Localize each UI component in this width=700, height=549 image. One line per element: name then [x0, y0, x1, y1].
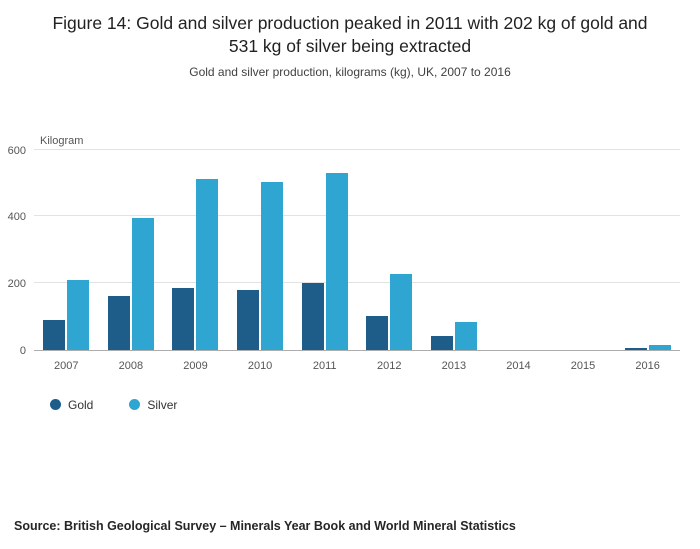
y-axis: 0 200 400 600 — [0, 145, 34, 357]
x-tick-label: 2016 — [635, 359, 660, 372]
x-tick-label: 2010 — [247, 359, 273, 372]
gridline — [34, 148, 680, 150]
x-tick-label: 2015 — [570, 359, 596, 372]
gold-bar-2016 — [624, 347, 647, 350]
plot-area — [34, 148, 680, 351]
silver-bar-2010 — [261, 182, 284, 350]
y-tick-label: 400 — [7, 211, 26, 224]
bar-group-2009 — [163, 151, 228, 350]
legend: Gold Silver — [50, 398, 700, 412]
x-tick-label: 2008 — [118, 359, 144, 372]
bar-group-2012 — [357, 151, 422, 350]
gridline — [34, 281, 680, 283]
y-tick-label: 200 — [7, 277, 26, 290]
gold-bar-2008 — [107, 296, 130, 350]
legend-item-gold: Gold — [50, 398, 93, 412]
bar-group-2013 — [422, 151, 487, 350]
chart-title: Figure 14: Gold and silver production pe… — [52, 13, 648, 56]
y-tick-label: 600 — [7, 144, 26, 157]
chart-subtitle: Gold and silver production, kilograms (k… — [189, 64, 511, 79]
silver-bar-2008 — [131, 217, 154, 350]
source-note: Source: British Geological Survey – Mine… — [14, 519, 516, 533]
x-axis: 2007 2008 2009 2010 2011 2012 2013 2014 2015 2016 — [34, 351, 680, 372]
silver-bar-2013 — [454, 322, 477, 350]
x-tick-label: 2011 — [312, 359, 337, 372]
silver-bar-2007 — [67, 279, 90, 350]
x-tick-label: 2013 — [441, 359, 467, 372]
legend-label-silver: Silver — [147, 397, 178, 412]
silver-bar-2016 — [648, 345, 671, 350]
bar-group-2014 — [486, 151, 551, 350]
gold-bar-2007 — [43, 319, 66, 350]
x-tick-label: 2012 — [377, 359, 402, 372]
gold-bar-2013 — [430, 336, 453, 350]
silver-bar-2012 — [390, 273, 413, 350]
x-tick-label: 2007 — [54, 359, 79, 372]
gold-legend-dot-icon — [50, 399, 61, 410]
x-tick-label: 2009 — [183, 359, 208, 372]
gold-bar-2010 — [237, 290, 260, 350]
bar-group-2007 — [34, 151, 99, 350]
chart-container: Kilogram 0 200 400 600 2007 2008 2009 2010 2011… — [0, 135, 700, 372]
gold-bar-2011 — [301, 282, 324, 350]
gold-bar-2012 — [366, 316, 389, 350]
bar-group-2011 — [292, 151, 357, 350]
gridline — [34, 215, 680, 217]
bar-group-2015 — [551, 151, 616, 350]
silver-legend-dot-icon — [129, 399, 141, 410]
bar-group-2010 — [228, 151, 293, 350]
x-tick-label: 2014 — [506, 359, 531, 372]
bar-series — [34, 151, 680, 350]
legend-item-silver: Silver — [129, 398, 177, 412]
silver-bar-2009 — [196, 179, 219, 350]
bar-group-2016 — [615, 151, 680, 350]
legend-label-gold: Gold — [68, 397, 94, 412]
bar-group-2008 — [99, 151, 164, 350]
y-tick-label: 0 — [19, 344, 26, 357]
gold-bar-2009 — [172, 287, 195, 350]
y-axis-unit-label: Kilogram — [40, 134, 84, 147]
silver-bar-2011 — [325, 173, 348, 350]
